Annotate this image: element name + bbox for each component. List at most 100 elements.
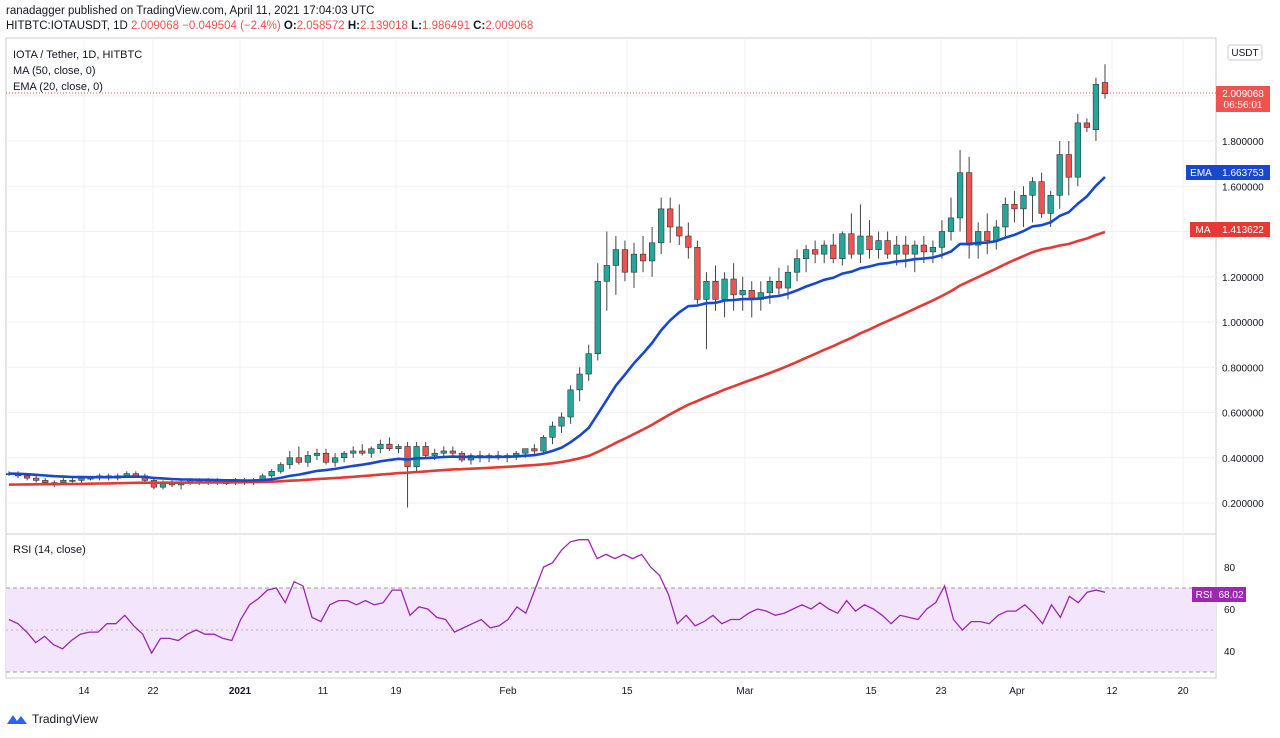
candle xyxy=(268,469,275,479)
open-label: O: xyxy=(283,20,297,32)
rsi-badge-label: RSI xyxy=(1196,590,1213,601)
footer-brand[interactable]: TradingView xyxy=(6,712,98,726)
candle xyxy=(359,444,366,456)
candle xyxy=(648,226,656,277)
ema-legend: EMA (20, close, 0) xyxy=(13,81,103,93)
symbol-label: HITBTC:IOTAUSDT, 1D xyxy=(6,20,128,32)
candle xyxy=(69,478,76,483)
candle xyxy=(341,450,348,463)
candle xyxy=(467,453,475,465)
candle xyxy=(685,222,692,259)
x-tick-label: 22 xyxy=(147,686,159,697)
ohlc-line: HITBTC:IOTAUSDT, 1D 2.009068 −0.049504 (… xyxy=(6,19,533,34)
candle xyxy=(603,231,610,311)
rsi-legend: RSI (14, close) xyxy=(13,544,86,556)
x-tick-label: 20 xyxy=(1177,686,1189,697)
ma-badge-value-box xyxy=(1216,222,1270,237)
x-tick-label: 14 xyxy=(78,686,90,697)
currency-badge-box[interactable] xyxy=(1227,44,1263,61)
ma-badge-label: MA xyxy=(1196,225,1211,236)
currency-badge[interactable]: USDT xyxy=(1231,48,1258,59)
candle xyxy=(766,276,773,304)
open-value: 2.058572 xyxy=(296,20,345,32)
ema-20-line xyxy=(8,176,1106,482)
candle xyxy=(658,197,665,255)
candle xyxy=(1002,197,1009,237)
rsi-line xyxy=(8,539,1106,655)
candle xyxy=(911,240,918,273)
candle xyxy=(277,462,284,474)
candle xyxy=(594,263,601,361)
candle xyxy=(368,446,375,458)
candle xyxy=(703,272,710,350)
ma-legend: MA (50, close, 0) xyxy=(13,65,96,77)
ma-50-line xyxy=(8,230,1106,486)
candle xyxy=(884,231,891,259)
high-label: H: xyxy=(347,20,360,32)
y-tick-label: 1.000000 xyxy=(1222,318,1264,329)
candle xyxy=(793,249,801,282)
candle xyxy=(676,204,683,246)
candle xyxy=(667,197,674,243)
tradingview-logo-icon xyxy=(7,715,27,724)
countdown-value: 06:56:01 xyxy=(1224,100,1263,111)
ma-badge-value: 1.413622 xyxy=(1222,225,1264,236)
x-tick-label: 2021 xyxy=(229,686,252,697)
candle xyxy=(1101,64,1109,99)
candle xyxy=(984,213,991,255)
ema-badge-label-box xyxy=(1186,165,1216,180)
candle xyxy=(839,231,846,266)
publish-header: ranadagger published on TradingView.com,… xyxy=(6,4,533,34)
candle xyxy=(929,240,937,264)
candle xyxy=(1020,186,1027,227)
ema-badge-value-box xyxy=(1216,165,1270,180)
candle xyxy=(540,435,547,454)
candle xyxy=(1056,141,1063,209)
candle xyxy=(975,222,982,259)
last-price-badge-value: 2.009068 xyxy=(1222,89,1264,100)
candle xyxy=(730,263,737,311)
last-price: 2.009068 xyxy=(131,20,179,32)
candle xyxy=(386,437,393,451)
x-tick-label: 15 xyxy=(865,686,877,697)
x-tick-label: 15 xyxy=(621,686,633,697)
candle xyxy=(531,444,538,456)
candle xyxy=(875,231,882,259)
footer-brand-label: TradingView xyxy=(32,712,99,726)
x-tick-label: Apr xyxy=(1009,686,1025,697)
price-change: −0.049504 (−2.4%) xyxy=(182,20,281,32)
candle xyxy=(322,448,330,465)
candle xyxy=(866,220,873,259)
candle xyxy=(377,439,384,454)
candle xyxy=(413,441,420,472)
x-tick-label: 19 xyxy=(390,686,402,697)
y-tick-label: 1.600000 xyxy=(1222,182,1264,193)
candle xyxy=(295,446,302,465)
candle xyxy=(304,450,312,467)
candle xyxy=(812,240,819,264)
candle xyxy=(33,475,40,483)
candle xyxy=(757,281,764,311)
ma-badge-label-box xyxy=(1190,222,1216,237)
candle xyxy=(1092,77,1100,141)
y-tick-label: 0.800000 xyxy=(1222,363,1264,374)
close-label: C: xyxy=(473,20,486,32)
rsi-badge-value-box xyxy=(1216,587,1246,602)
candle xyxy=(1074,113,1081,187)
candle xyxy=(639,236,647,273)
y-tick-label: 1.200000 xyxy=(1222,273,1264,284)
candle xyxy=(802,245,810,273)
chart-title: IOTA / Tether, 1D, HITBTC xyxy=(13,49,142,61)
last-price-badge xyxy=(1216,86,1270,112)
candle xyxy=(956,150,964,232)
candle xyxy=(558,412,565,433)
candle xyxy=(1083,118,1090,132)
low-value: 1.986491 xyxy=(422,20,470,32)
rsi-tick-label: 40 xyxy=(1224,647,1236,658)
candle xyxy=(947,197,955,241)
candle xyxy=(830,233,837,264)
candle xyxy=(395,444,402,454)
candle xyxy=(313,448,321,461)
y-tick-label: 0.600000 xyxy=(1222,409,1264,420)
